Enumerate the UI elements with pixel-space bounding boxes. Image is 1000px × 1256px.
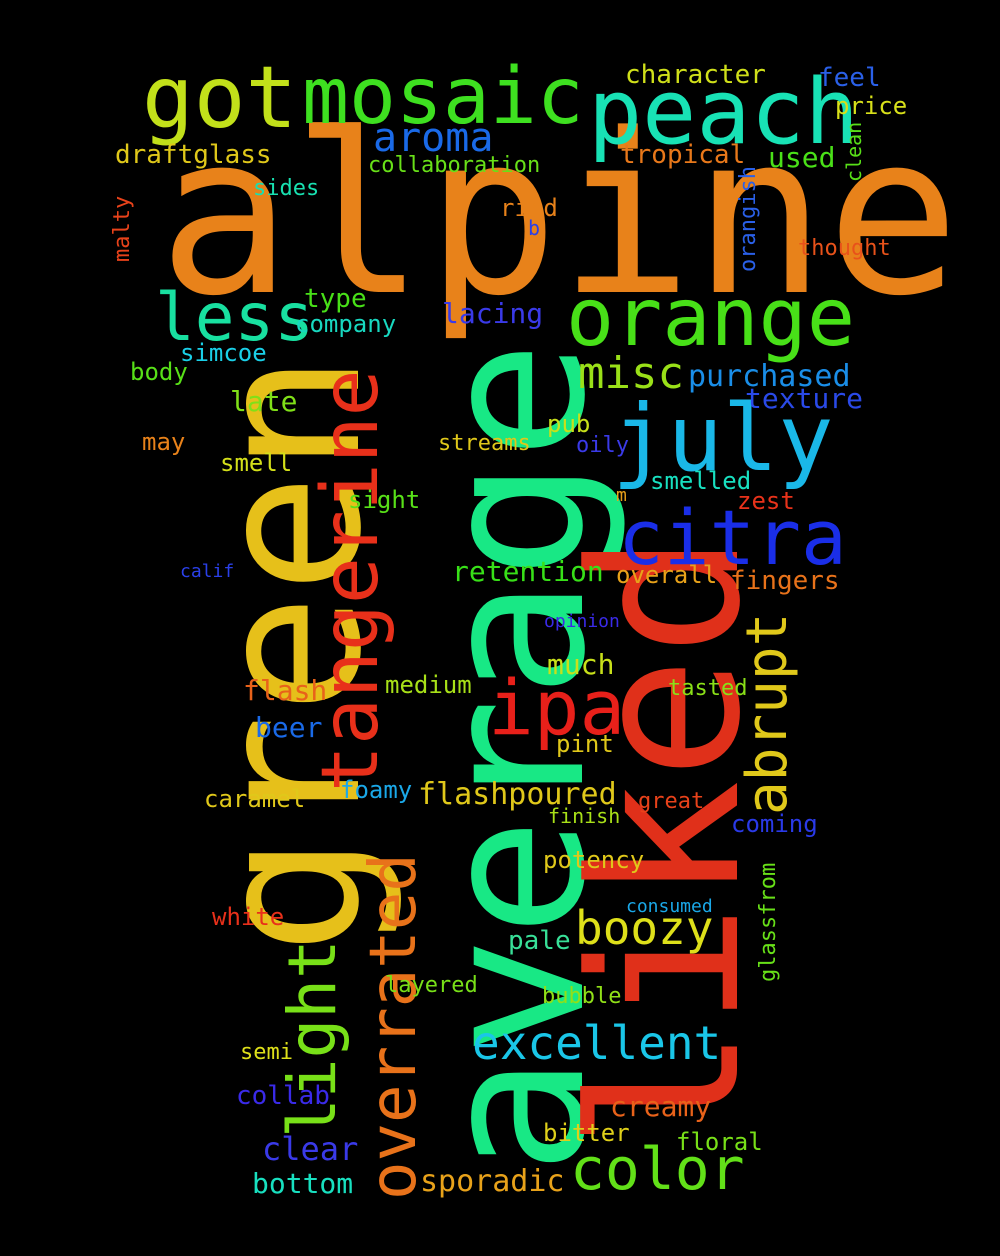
word-thought: thought <box>798 236 891 261</box>
word-sides: sides <box>253 176 320 201</box>
word-zest: zest <box>737 487 795 515</box>
word-lacing: lacing <box>442 297 544 330</box>
word-bottom: bottom <box>252 1167 354 1200</box>
word-white: white <box>212 903 285 931</box>
word-tasted: tasted <box>668 676 748 701</box>
word-citra: citra <box>618 493 847 582</box>
word-purchased: purchased <box>688 359 851 394</box>
word-m: m <box>616 485 627 506</box>
word-draftglass: draftglass <box>115 140 272 170</box>
word-bubble: bubble <box>542 984 622 1009</box>
word-retention: retention <box>452 555 604 588</box>
word-boozy: boozy <box>575 901 714 955</box>
word-color: color <box>570 1135 745 1203</box>
word-tangerine: tangerine <box>306 369 396 792</box>
word-orangish: orangish <box>736 166 761 272</box>
word-type: type <box>304 284 367 314</box>
word-price: price <box>835 92 908 120</box>
word-glassfrom: glassfrom <box>756 862 781 982</box>
word-consumed: consumed <box>626 896 713 917</box>
word-ipa: ipa <box>488 663 626 752</box>
word-b: b <box>528 216 541 240</box>
word-abrupt: abrupt <box>735 612 800 815</box>
word-aroma: aroma <box>373 115 494 161</box>
word-clean: clean <box>842 121 866 182</box>
word-character: character <box>625 60 766 90</box>
word-bitter: bitter <box>543 1119 630 1147</box>
word-company: company <box>295 310 397 338</box>
word-semi: semi <box>240 1040 293 1065</box>
word-collaboration: collaboration <box>368 153 541 178</box>
word-got: got <box>142 48 298 148</box>
word-beer: beer <box>255 711 323 744</box>
word-oily: oily <box>576 433 629 458</box>
word-texture: texture <box>745 382 864 415</box>
word-layered: layered <box>385 973 478 998</box>
word-caramel: caramel <box>204 785 306 813</box>
word-body: body <box>130 358 188 386</box>
word-mosaic: mosaic <box>302 52 584 142</box>
word-tropical: tropical <box>620 140 746 170</box>
word-streams: streams <box>438 431 531 456</box>
word-july: july <box>612 385 834 492</box>
word-misc: misc <box>578 348 684 399</box>
word-sporadic: sporadic <box>420 1164 565 1199</box>
word-opinion: opinion <box>544 611 620 632</box>
word-late: late <box>230 385 298 418</box>
word-simcoe: simcoe <box>180 339 267 367</box>
word-coming: coming <box>731 810 818 838</box>
word-smelled: smelled <box>650 467 752 495</box>
word-fingers: fingers <box>730 566 840 596</box>
word-pint: pint <box>556 730 614 758</box>
word-flash: flash <box>243 674 328 707</box>
word-creamy: creamy <box>610 1090 712 1123</box>
word-pale: pale <box>508 926 571 956</box>
word-rind: rind <box>500 194 558 222</box>
word-less: less <box>155 279 314 356</box>
word-collab: collab <box>236 1081 330 1111</box>
word-potency: potency <box>543 846 645 874</box>
word-much: much <box>547 648 615 681</box>
word-overrated: overrated <box>357 853 431 1200</box>
word-medium: medium <box>385 671 472 699</box>
word-excellent: excellent <box>472 1016 722 1070</box>
word-used: used <box>768 141 836 174</box>
word-calif: calif <box>180 561 235 582</box>
word-pub: pub <box>547 410 591 438</box>
word-alpine: alpine <box>158 87 960 345</box>
word-orange: orange <box>566 271 855 364</box>
word-floral: floral <box>676 1128 763 1156</box>
word-malty: malty <box>110 195 135 262</box>
word-great: great <box>638 789 705 814</box>
word-foamy: foamy <box>340 776 413 804</box>
word-peach: peach <box>588 60 859 165</box>
word-clear: clear <box>262 1130 359 1168</box>
word-sight: sight <box>348 486 421 514</box>
word-finish: finish <box>548 804 621 828</box>
word-feel: feel <box>818 63 881 93</box>
word-overall: overall <box>616 561 718 589</box>
word-smell: smell <box>220 449 293 477</box>
word-may: may <box>142 428 186 456</box>
word-flashpoured: flashpoured <box>418 777 617 812</box>
